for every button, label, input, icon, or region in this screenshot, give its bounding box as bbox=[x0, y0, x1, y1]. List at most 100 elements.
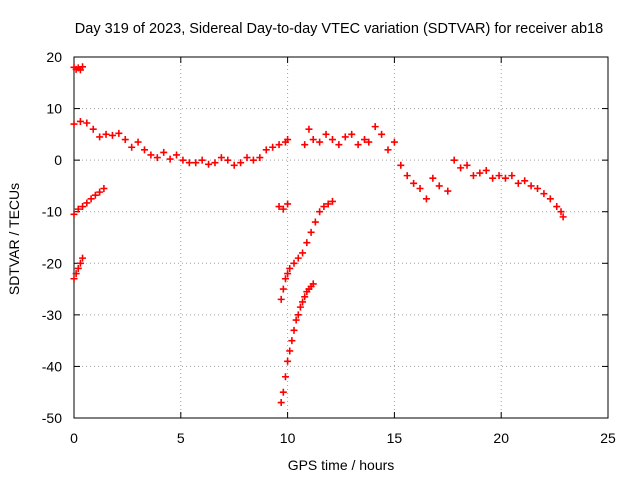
data-point bbox=[307, 228, 315, 236]
data-point bbox=[397, 161, 405, 169]
data-point bbox=[87, 195, 95, 203]
data-point bbox=[450, 156, 458, 164]
data-point bbox=[269, 143, 277, 151]
y-tick-label: -30 bbox=[42, 307, 62, 323]
series-late-trace bbox=[301, 123, 567, 221]
series-drop-segment-1 bbox=[277, 197, 336, 303]
points-layer bbox=[70, 63, 567, 407]
data-point bbox=[185, 159, 193, 167]
y-tick-label: -20 bbox=[42, 255, 62, 271]
data-point bbox=[410, 179, 418, 187]
data-point bbox=[134, 138, 142, 146]
data-point bbox=[230, 161, 238, 169]
series-drop-segment-2 bbox=[277, 280, 317, 407]
data-point bbox=[476, 169, 484, 177]
data-point bbox=[79, 203, 87, 211]
data-point bbox=[322, 130, 330, 138]
data-point bbox=[316, 138, 324, 146]
data-point bbox=[70, 210, 78, 218]
data-point bbox=[128, 143, 136, 151]
data-point bbox=[521, 177, 529, 185]
data-point bbox=[354, 141, 362, 149]
data-point bbox=[147, 151, 155, 159]
data-point bbox=[91, 191, 99, 199]
y-tick-label: -10 bbox=[42, 204, 62, 220]
data-point bbox=[217, 154, 225, 162]
series-main-trace bbox=[70, 117, 292, 169]
data-point bbox=[173, 151, 181, 159]
data-point bbox=[198, 156, 206, 164]
data-point bbox=[557, 208, 565, 216]
data-point bbox=[546, 195, 554, 203]
data-point bbox=[79, 254, 87, 262]
series-low-segment-2 bbox=[70, 254, 87, 283]
data-point bbox=[121, 136, 129, 144]
data-point bbox=[83, 199, 91, 207]
series-low-segment-1 bbox=[70, 185, 108, 218]
plot-frame bbox=[73, 56, 609, 419]
data-point bbox=[457, 164, 465, 172]
data-point bbox=[320, 203, 328, 211]
data-point bbox=[96, 133, 104, 141]
data-point bbox=[286, 347, 294, 355]
data-point bbox=[429, 174, 437, 182]
data-point bbox=[279, 285, 287, 293]
data-point bbox=[341, 133, 349, 141]
data-point bbox=[309, 280, 317, 288]
data-point bbox=[243, 154, 251, 162]
data-point bbox=[495, 172, 503, 180]
data-point bbox=[294, 311, 302, 319]
data-point bbox=[76, 117, 84, 125]
data-point bbox=[160, 148, 168, 156]
x-tick-label: 0 bbox=[70, 430, 78, 446]
series-near-ten bbox=[275, 200, 292, 213]
data-point bbox=[360, 136, 368, 144]
data-point bbox=[328, 197, 336, 205]
series-top-cluster bbox=[70, 63, 87, 74]
data-point bbox=[540, 190, 548, 198]
data-point bbox=[534, 185, 542, 193]
x-tick-label: 25 bbox=[600, 430, 616, 446]
data-point bbox=[290, 326, 298, 334]
data-point bbox=[74, 205, 82, 213]
data-point bbox=[79, 63, 87, 71]
data-point bbox=[153, 154, 161, 162]
data-point bbox=[284, 270, 292, 278]
data-point bbox=[335, 141, 343, 149]
data-point bbox=[284, 357, 292, 365]
data-point bbox=[192, 159, 200, 167]
data-point bbox=[299, 298, 307, 306]
grid-layer bbox=[74, 57, 608, 418]
data-point bbox=[303, 239, 311, 247]
data-point bbox=[279, 388, 287, 396]
data-point bbox=[115, 129, 123, 137]
y-tick-label: 0 bbox=[54, 152, 62, 168]
data-point bbox=[328, 136, 336, 144]
data-point bbox=[256, 154, 264, 162]
data-point bbox=[205, 160, 213, 168]
data-point bbox=[403, 172, 411, 180]
data-point bbox=[96, 188, 104, 196]
data-point bbox=[284, 200, 292, 208]
data-point bbox=[284, 136, 292, 144]
data-point bbox=[301, 141, 309, 149]
data-point bbox=[501, 174, 509, 182]
data-point bbox=[72, 270, 80, 278]
data-point bbox=[371, 123, 379, 131]
data-point bbox=[89, 125, 97, 133]
data-point bbox=[277, 399, 285, 407]
data-point bbox=[249, 156, 257, 164]
data-point bbox=[463, 161, 471, 169]
data-point bbox=[100, 185, 108, 193]
x-tick-label: 15 bbox=[387, 430, 403, 446]
data-point bbox=[277, 295, 285, 303]
y-tick-label: 20 bbox=[46, 49, 62, 65]
x-tick-label: 20 bbox=[493, 430, 509, 446]
y-axis-label: SDTVAR / TECUs bbox=[6, 183, 22, 295]
data-point bbox=[237, 159, 245, 167]
data-point bbox=[108, 131, 116, 139]
data-point bbox=[70, 120, 78, 128]
data-point bbox=[286, 264, 294, 272]
data-point bbox=[299, 249, 307, 257]
